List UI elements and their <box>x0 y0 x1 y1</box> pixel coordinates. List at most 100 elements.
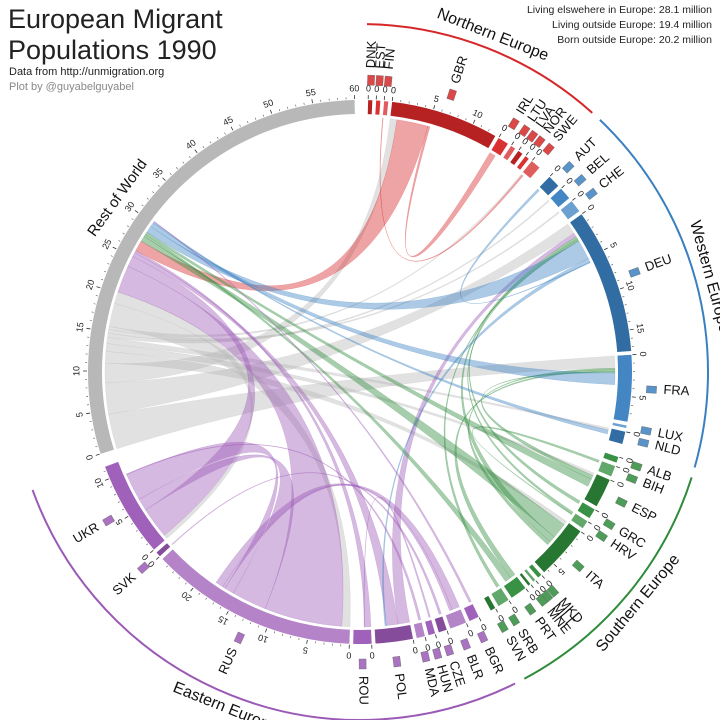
minor-tick <box>198 592 201 595</box>
tick-label: 10 <box>92 476 105 489</box>
arc-irl[interactable] <box>491 137 508 156</box>
arc-ukr[interactable] <box>105 461 165 550</box>
ribbon-gbr-rest-of-world <box>135 119 429 291</box>
region-band-northern-europe <box>366 23 593 114</box>
tick-label: 10 <box>471 107 484 120</box>
country-deu[interactable]: 0 5 10 15 DEU <box>570 203 674 353</box>
country-est[interactable]: 0 EST <box>372 43 389 115</box>
arc-mlt[interactable] <box>524 569 536 582</box>
tick-mark <box>149 549 154 554</box>
minor-tick <box>290 636 292 639</box>
minor-tick <box>488 129 490 132</box>
minor-tick <box>234 614 237 618</box>
arc-grc[interactable] <box>577 502 595 519</box>
tick-mark <box>595 509 600 513</box>
arc-che[interactable] <box>560 201 580 220</box>
flag-icon <box>625 473 639 484</box>
ribbon-ukr-rus <box>126 441 279 594</box>
tick-label: 0 <box>624 457 635 465</box>
arc-prt[interactable] <box>503 576 526 598</box>
arc-rus[interactable] <box>162 549 350 644</box>
tick-label: 15 <box>74 322 85 333</box>
region-label-northern-europe: Northern Europe <box>435 5 551 64</box>
arc-pol[interactable] <box>374 625 414 644</box>
arc-srb[interactable] <box>491 588 509 607</box>
arc-swe[interactable] <box>522 161 540 179</box>
country-esp[interactable]: 0 ESP <box>584 474 659 525</box>
arc-lux[interactable] <box>612 422 627 428</box>
tick-mark <box>194 149 198 154</box>
tick-label: 5 <box>433 93 441 104</box>
tick-mark <box>472 119 476 124</box>
tick-label: 0 <box>146 559 157 569</box>
arc-fra[interactable] <box>613 354 633 422</box>
arc-hrv[interactable] <box>571 513 588 529</box>
country-fra[interactable]: 0 5 FRA <box>613 351 691 422</box>
chart-title: European Migrant Populations 1990 <box>8 4 223 65</box>
arc-blr[interactable] <box>445 609 467 629</box>
country-pol[interactable]: 0 POL <box>374 625 419 700</box>
arc-cze[interactable] <box>434 616 447 633</box>
arc-svn[interactable] <box>484 595 496 611</box>
arc-mne[interactable] <box>519 573 531 586</box>
minor-tick <box>172 571 174 574</box>
ribbon-swe-fin <box>379 117 524 262</box>
minor-tick <box>140 536 143 539</box>
arc-esp[interactable] <box>584 474 610 507</box>
tick-mark <box>518 146 522 151</box>
tick-label: 15 <box>635 323 646 334</box>
tick-label: 0 <box>564 176 575 186</box>
flag-icon <box>102 514 115 527</box>
arc-bgr[interactable] <box>463 604 479 621</box>
minor-tick <box>184 582 187 585</box>
flag-icon <box>640 426 652 436</box>
tick-label: 20 <box>180 589 194 603</box>
minor-tick <box>449 112 451 115</box>
arc-gbr[interactable] <box>390 101 496 149</box>
country-gbr[interactable]: 0 5 10 GBR <box>390 54 496 149</box>
arc-ltu[interactable] <box>503 145 516 161</box>
tick-mark <box>433 105 436 110</box>
tick-label: 55 <box>305 87 317 99</box>
tick-label: 0 <box>390 85 396 96</box>
ribbon-rest-of-world-che <box>107 211 560 342</box>
arc-nor[interactable] <box>516 156 529 170</box>
minor-tick <box>600 241 603 243</box>
arc-bel[interactable] <box>550 188 570 208</box>
plot-credit: Plot by @guyabelguyabel <box>9 81 134 93</box>
country-rou[interactable]: 0 ROU <box>353 629 375 705</box>
tick-mark <box>626 431 631 434</box>
ribbon-hun-rou <box>363 496 431 628</box>
arc-hun[interactable] <box>425 619 436 636</box>
country-bih[interactable]: 0 BIH <box>598 461 666 497</box>
arc-ita[interactable] <box>534 523 581 573</box>
ribbon-nld-rest-of-world <box>152 221 609 435</box>
arc-fin[interactable] <box>382 101 389 116</box>
arc-mda[interactable] <box>413 622 425 639</box>
ribbon-rus-rest-of-world <box>117 265 344 627</box>
arc-alb[interactable] <box>603 452 619 463</box>
arc-lva[interactable] <box>510 150 523 166</box>
arc-bih[interactable] <box>598 461 616 477</box>
country-label: UKR <box>70 519 101 546</box>
minor-tick <box>281 633 284 636</box>
tick-mark <box>508 600 512 605</box>
arc-nld[interactable] <box>608 428 626 444</box>
tick-mark <box>610 479 615 483</box>
arc-rou[interactable] <box>353 629 372 645</box>
minor-tick <box>611 264 614 266</box>
country-dnk[interactable]: 0 DNK <box>363 40 379 115</box>
arc-aut[interactable] <box>539 176 559 196</box>
arc-dnk[interactable] <box>367 100 373 115</box>
country-nld[interactable]: 0 NLD <box>608 428 682 459</box>
flag-icon <box>526 129 539 143</box>
arc-svk[interactable] <box>156 543 171 557</box>
country-fin[interactable]: 0 FIN <box>381 48 398 116</box>
arc-mkd[interactable] <box>528 564 542 578</box>
country-lux[interactable]: LUX <box>612 422 685 445</box>
arc-deu[interactable] <box>570 214 632 353</box>
arc-est[interactable] <box>375 100 381 115</box>
